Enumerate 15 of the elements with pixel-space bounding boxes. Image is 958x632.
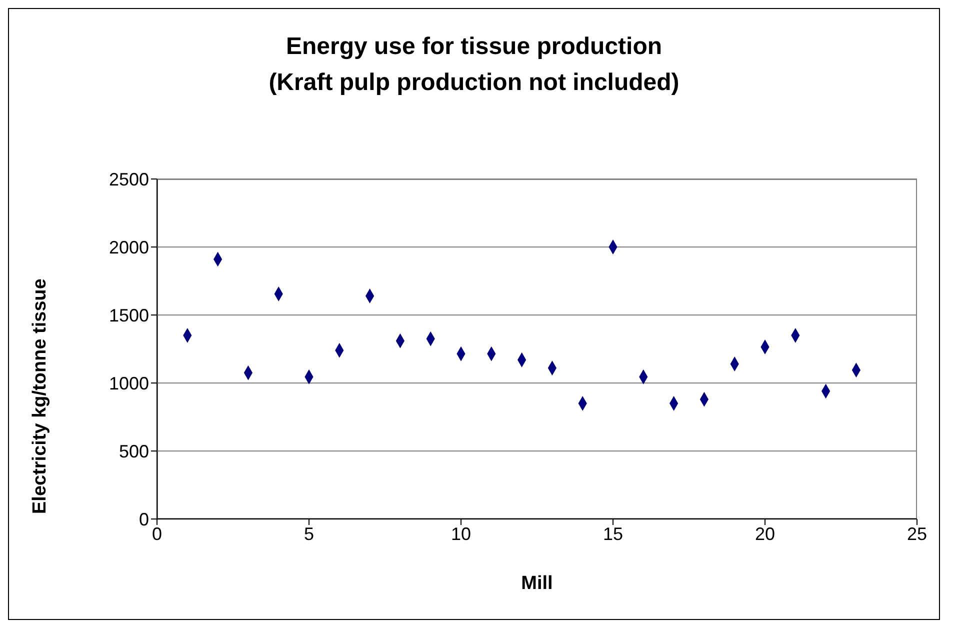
y-tick-label: 1000: [108, 373, 149, 394]
x-tick-label: 15: [602, 524, 624, 544]
x-tick-label: 5: [304, 524, 314, 544]
x-tick-label: 10: [450, 524, 472, 544]
x-tick-label: 0: [152, 524, 162, 544]
x-tick-label: 25: [906, 524, 928, 544]
y-axis-title: Electricity kg/tonne tissue: [30, 278, 51, 514]
y-tick-label: 1500: [108, 305, 149, 326]
chart-title: Energy use for tissue production (Kraft pulp production not included): [268, 32, 680, 98]
y-tick-label: 0: [138, 509, 149, 530]
x-tick-label: 20: [754, 524, 776, 544]
x-axis-title: Mill: [521, 573, 553, 594]
y-tick-label: 2500: [108, 169, 149, 190]
y-tick-label: 2000: [108, 237, 149, 258]
y-tick-label: 500: [118, 441, 149, 462]
